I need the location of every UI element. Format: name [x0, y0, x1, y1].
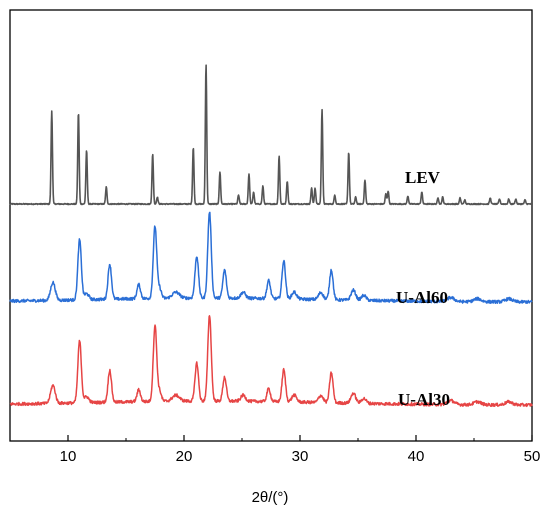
series-line-u-al60 — [9, 211, 533, 305]
x-tick-label: 40 — [408, 448, 425, 465]
series-line-u-al30 — [9, 315, 533, 408]
series-label-lev: LEV — [405, 168, 441, 187]
series-label-u-al30: U-Al30 — [398, 390, 450, 409]
x-tick-label: 50 — [524, 448, 541, 465]
plot-frame — [9, 9, 533, 442]
x-tick-label: 20 — [176, 448, 193, 465]
x-axis-label: 2θ/(°) — [252, 489, 289, 506]
x-tick-label: 10 — [60, 448, 77, 465]
series-line-lev — [9, 64, 533, 206]
series-layer — [9, 64, 533, 408]
x-tick-label: 30 — [292, 448, 309, 465]
series-label-u-al60: U-Al60 — [396, 288, 448, 307]
x-axis-ticks: 10 20 30 40 50 — [60, 435, 541, 465]
